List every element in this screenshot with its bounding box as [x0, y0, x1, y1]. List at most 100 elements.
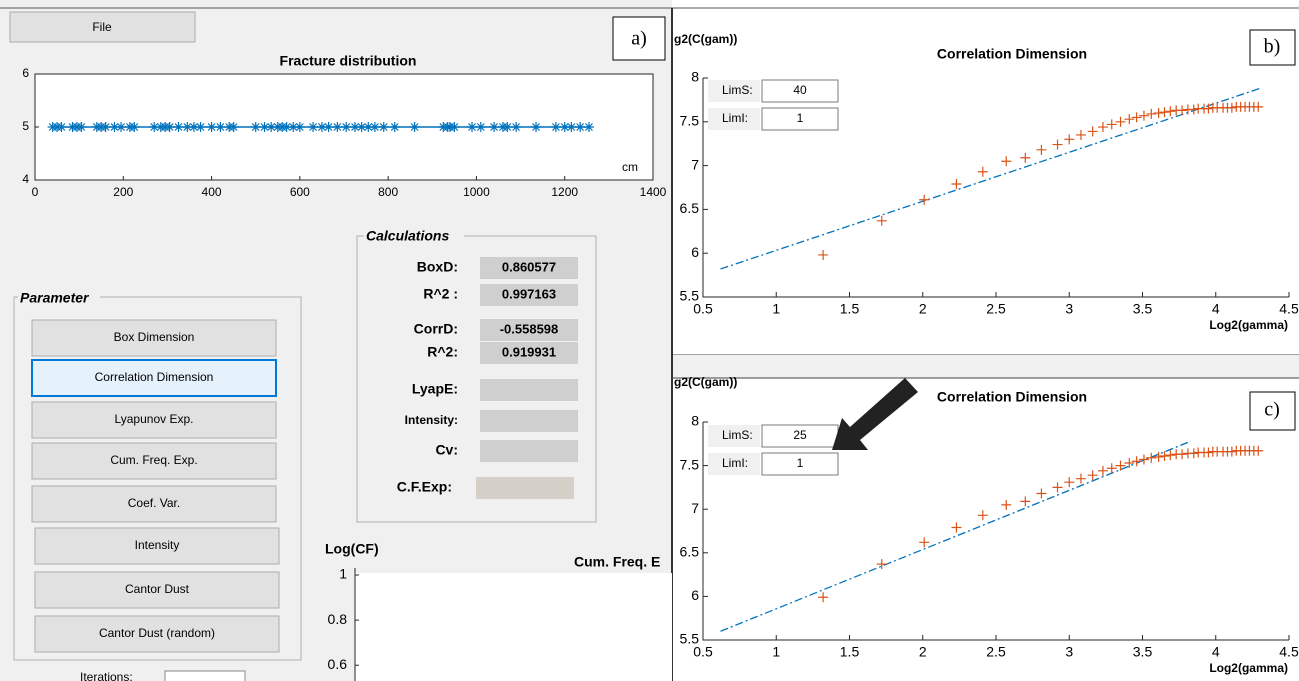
- x-tick-label: 1200: [551, 185, 578, 199]
- data-point: [876, 215, 887, 226]
- field-input[interactable]: [761, 107, 839, 131]
- data-point: [1226, 102, 1237, 113]
- field-input[interactable]: [761, 452, 839, 476]
- data-point: [1115, 460, 1126, 471]
- field-label: LimS:: [722, 428, 753, 442]
- calc-label: BoxD:: [417, 259, 458, 275]
- data-point: [951, 178, 962, 189]
- fracture-point: [378, 122, 389, 132]
- fracture-point: [76, 122, 87, 132]
- x-tick-label: 4: [1212, 301, 1220, 317]
- iterations-input[interactable]: [164, 670, 246, 681]
- data-point: [1064, 477, 1075, 488]
- data-point: [1146, 108, 1157, 119]
- x-tick-label: 3.5: [1133, 644, 1153, 660]
- group-box: [13, 296, 302, 661]
- data-point: [1159, 107, 1170, 118]
- parameter-button[interactable]: [31, 319, 277, 357]
- fracture-point: [281, 122, 292, 132]
- parameter-button[interactable]: [31, 442, 277, 480]
- data-point: [1097, 465, 1108, 476]
- data-point: [818, 592, 829, 603]
- data-point: [1165, 450, 1176, 461]
- data-point: [1177, 449, 1188, 460]
- data-point: [1153, 108, 1164, 119]
- fracture-point: [531, 122, 542, 132]
- parameter-button[interactable]: [34, 571, 280, 609]
- calc-label: Intensity:: [405, 413, 458, 427]
- fracture-point: [323, 122, 334, 132]
- x-tick-label: 4.5: [1279, 301, 1299, 317]
- fracture-point: [294, 122, 305, 132]
- data-point: [1177, 105, 1188, 116]
- x-tick-label: 1000: [463, 185, 490, 199]
- y-tick-label: 7.5: [680, 113, 700, 129]
- fracture-point: [100, 122, 111, 132]
- y-tick-label: 7.5: [680, 456, 700, 472]
- y-tick-label: 8: [691, 413, 699, 429]
- parameter-button[interactable]: [31, 401, 277, 439]
- data-point: [1001, 499, 1012, 510]
- parameter-button[interactable]: [31, 485, 277, 523]
- button-label: Intensity: [135, 538, 180, 552]
- fracture-point: [56, 122, 67, 132]
- y-tick-label: 6: [691, 244, 699, 260]
- data-point: [1188, 448, 1199, 459]
- y-tick-label: 5.5: [680, 631, 700, 647]
- calc-value-box: [476, 477, 574, 499]
- x-tick-label: 1.5: [840, 644, 860, 660]
- x-tick-label: 2.5: [986, 301, 1006, 317]
- fracture-point: [475, 122, 486, 132]
- x-tick-label: 2: [919, 644, 927, 660]
- calc-label: CorrD:: [414, 321, 458, 337]
- file-button[interactable]: [9, 11, 196, 43]
- x-tick-label: 0.5: [693, 644, 713, 660]
- fracture-point: [559, 122, 570, 132]
- y-tick-label: 6.5: [680, 200, 700, 216]
- calc-value-box: [480, 319, 578, 341]
- fracture-point: [467, 122, 478, 132]
- y-tick-label: 6: [691, 587, 699, 603]
- y-tick-label: 7: [691, 500, 699, 516]
- field-input[interactable]: [761, 79, 839, 103]
- fracture-point: [566, 122, 577, 132]
- panel-label: c): [1264, 399, 1280, 421]
- parameter-button[interactable]: [34, 527, 280, 565]
- x-tick-label: 2.5: [986, 644, 1006, 660]
- x-tick-label: 200: [113, 185, 133, 199]
- fracture-point: [173, 122, 184, 132]
- x-tick-label: 800: [378, 185, 398, 199]
- y-tick-label: 8: [691, 69, 699, 85]
- plot-area: [355, 573, 672, 681]
- data-point: [1087, 470, 1098, 481]
- fracture-point: [363, 122, 374, 132]
- data-point: [1146, 452, 1157, 463]
- y-tick-label: 4: [22, 172, 29, 186]
- data-point: [1001, 156, 1012, 167]
- parameter-button[interactable]: [31, 359, 277, 397]
- file-label: File: [92, 20, 112, 34]
- data-point: [1020, 496, 1031, 507]
- fracture-point: [502, 122, 513, 132]
- x-tick-label: 3.5: [1133, 301, 1153, 317]
- fracture-point: [188, 122, 199, 132]
- fracture-point: [316, 122, 327, 132]
- button-label: Coef. Var.: [128, 496, 180, 510]
- data-point: [1203, 447, 1214, 458]
- data-point: [1036, 144, 1047, 155]
- data-point: [1153, 451, 1164, 462]
- x-tick-label: 1400: [640, 185, 667, 199]
- fracture-point: [389, 122, 400, 132]
- data-point: [1159, 451, 1170, 462]
- fracture-point: [149, 122, 160, 132]
- data-point: [1075, 473, 1086, 484]
- data-point: [1253, 445, 1264, 456]
- data-point: [1131, 112, 1142, 123]
- arrow: [832, 378, 918, 450]
- calc-value-box: [480, 342, 578, 364]
- fracture-point: [215, 122, 226, 132]
- data-point: [1106, 463, 1117, 474]
- fracture-point: [259, 122, 270, 132]
- parameter-button[interactable]: [34, 615, 280, 653]
